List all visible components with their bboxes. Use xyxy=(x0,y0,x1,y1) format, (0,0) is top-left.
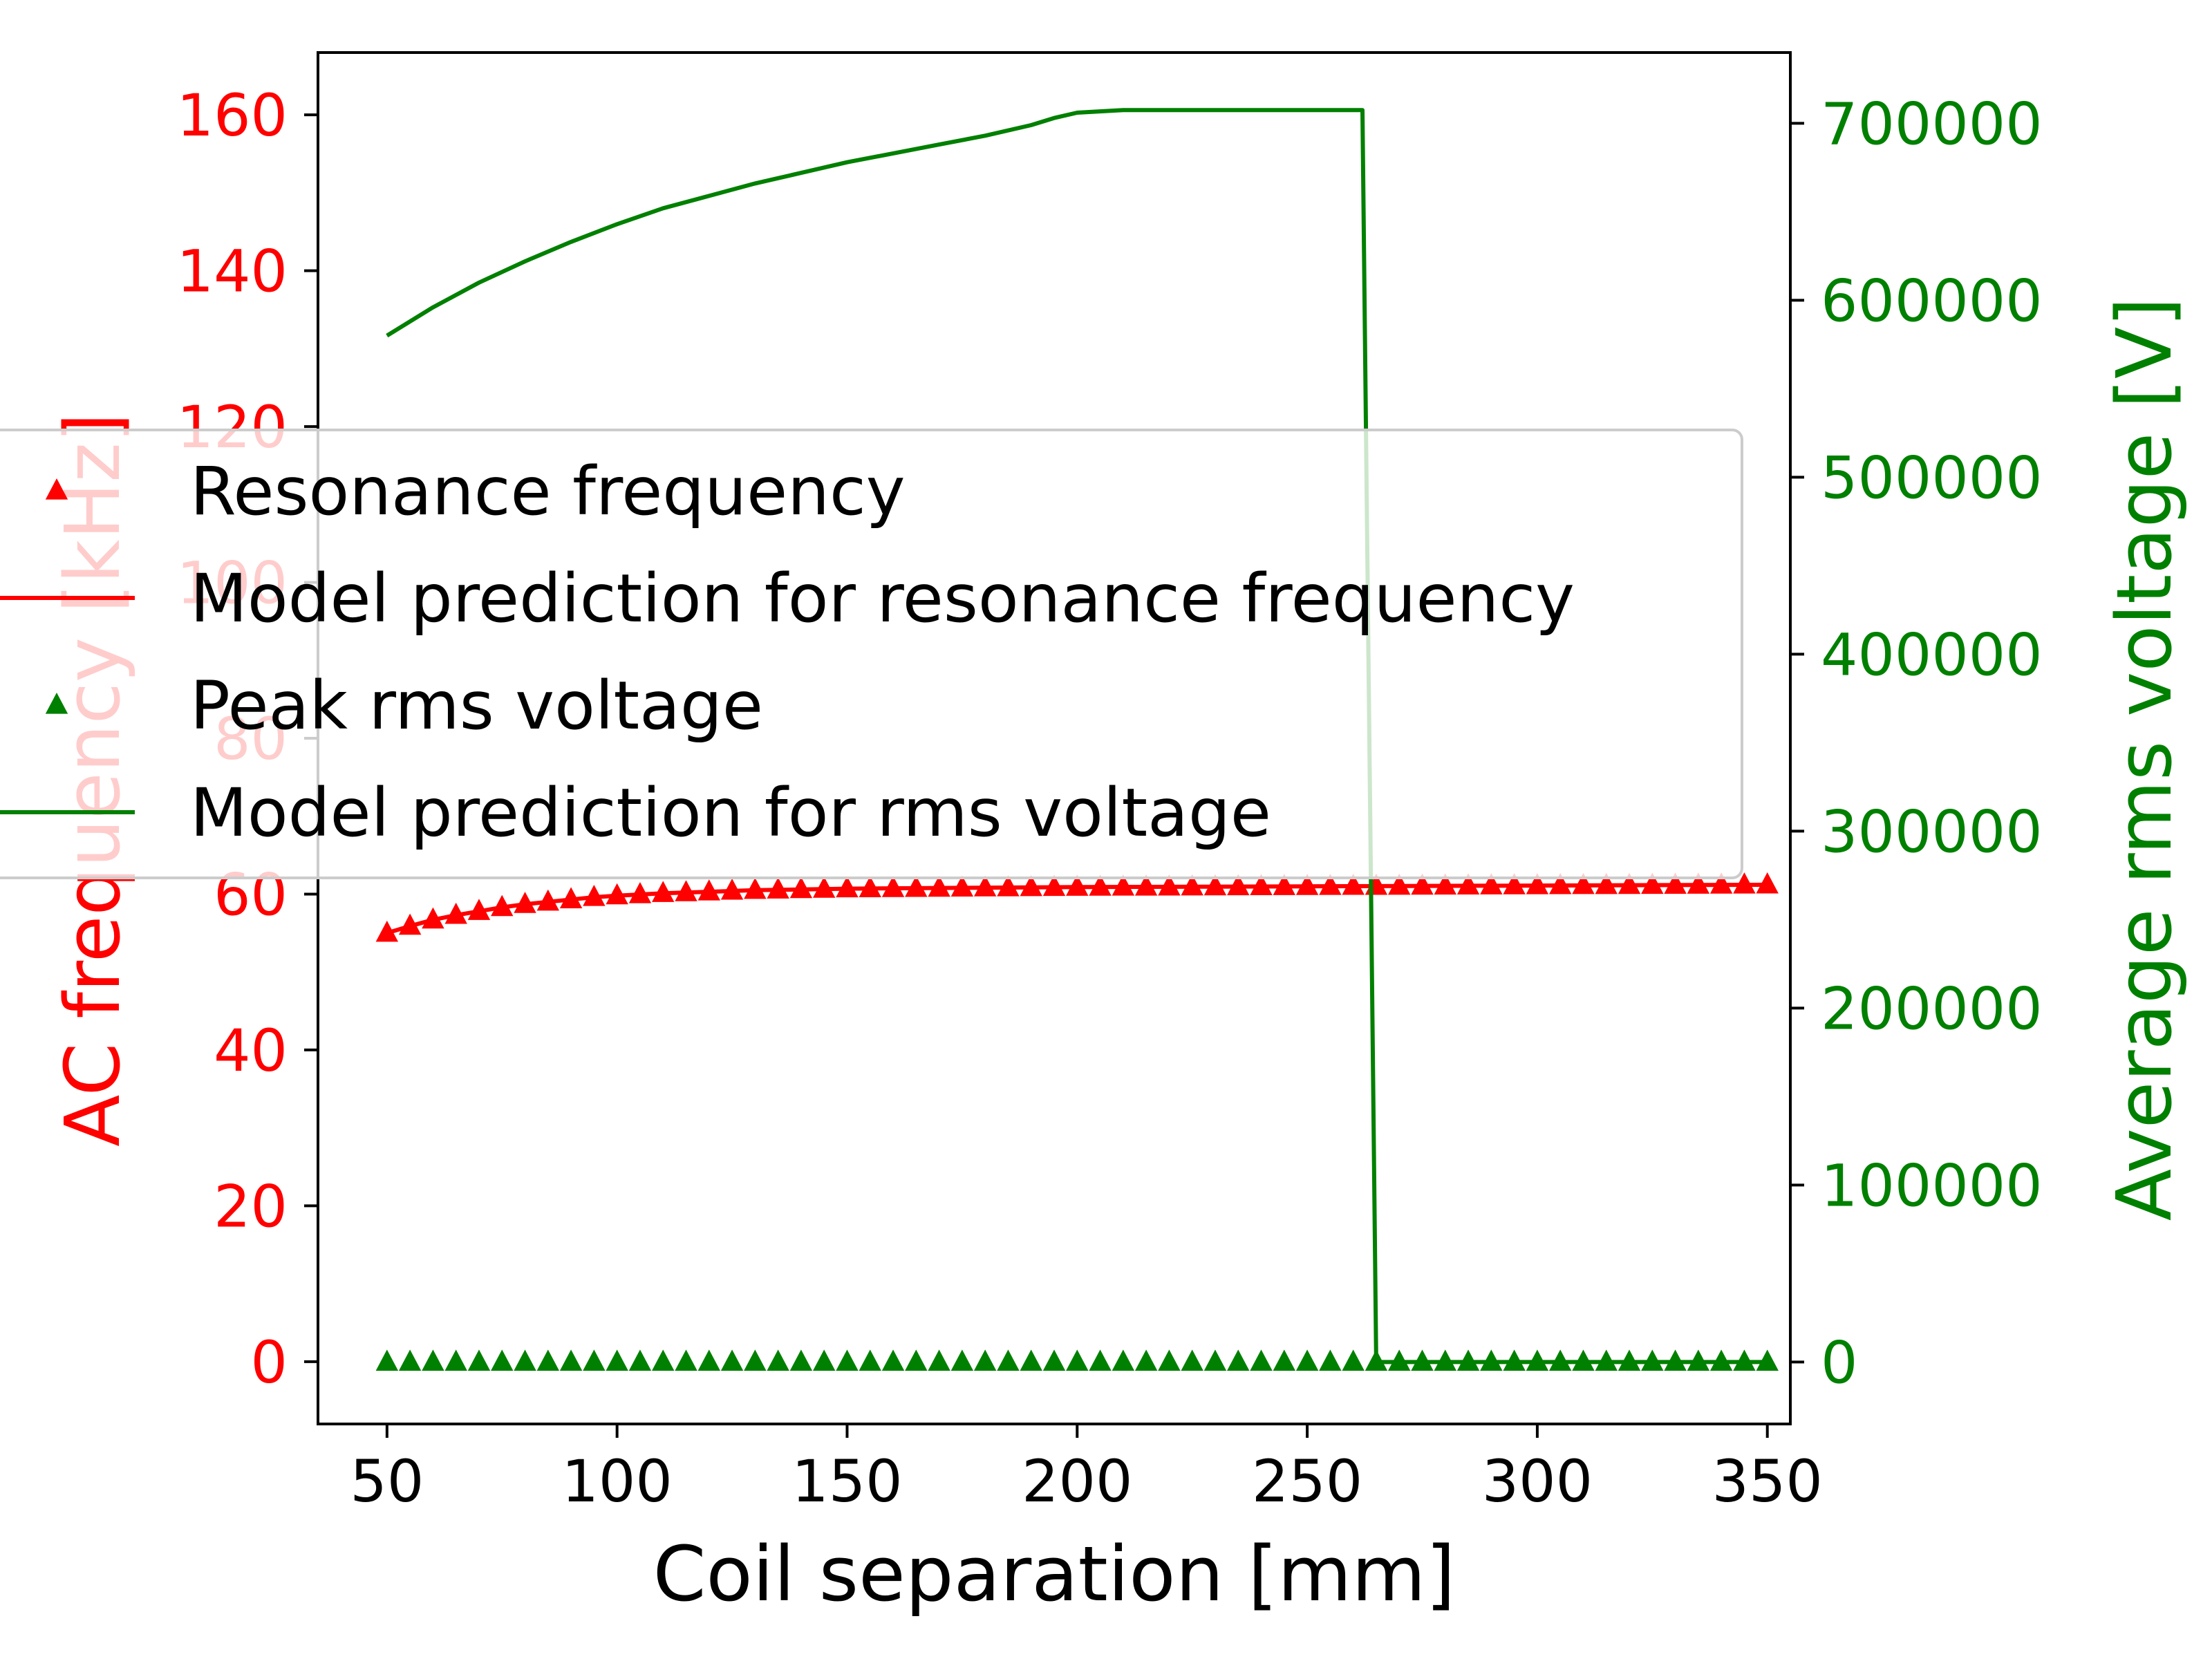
voltage-marker xyxy=(652,1349,675,1371)
legend-entry: Model prediction for resonance frequency xyxy=(0,560,1575,637)
voltage-marker xyxy=(1203,1349,1227,1371)
voltage-marker xyxy=(422,1349,444,1371)
voltage-marker xyxy=(1134,1349,1158,1371)
right-y-tick-label: 700000 xyxy=(1821,90,2043,158)
data-group xyxy=(375,108,1779,1371)
frequency-model-line xyxy=(386,882,1768,935)
left-y-tick-label: 0 xyxy=(251,1329,288,1396)
voltage-marker xyxy=(950,1349,974,1371)
voltage-marker xyxy=(905,1349,928,1371)
left-y-tick-label: 160 xyxy=(177,82,288,149)
legend-label: Resonance frequency xyxy=(190,453,906,530)
voltage-marker xyxy=(606,1349,628,1371)
right-y-tick-label: 500000 xyxy=(1821,444,2043,512)
voltage-marker xyxy=(559,1349,583,1371)
voltage-marker xyxy=(812,1349,836,1371)
voltage-marker xyxy=(1089,1349,1112,1371)
voltage-marker xyxy=(859,1349,881,1371)
x-axis-title: Coil separation [mm] xyxy=(653,1530,1456,1618)
voltage-marker xyxy=(836,1349,859,1371)
voltage-marker xyxy=(491,1349,514,1371)
right-y-axis-title: Average rms voltage [V] xyxy=(2100,297,2188,1221)
voltage-marker xyxy=(973,1349,997,1371)
right-y-tick-label: 200000 xyxy=(1821,975,2043,1042)
legend-entry: Model prediction for rms voltage xyxy=(0,774,1271,852)
voltage-marker xyxy=(1756,1349,1779,1371)
voltage-marker xyxy=(1020,1349,1042,1371)
voltage-marker xyxy=(536,1349,560,1371)
voltage-marker xyxy=(1250,1349,1273,1371)
x-tick-label: 50 xyxy=(350,1447,424,1515)
voltage-marker xyxy=(375,1349,399,1371)
voltage-marker xyxy=(720,1349,744,1371)
voltage-marker xyxy=(997,1349,1020,1371)
x-tick-label: 100 xyxy=(561,1447,672,1515)
frequency-marker xyxy=(1756,872,1779,894)
legend: Resonance frequency Model prediction for … xyxy=(0,429,1743,879)
voltage-marker xyxy=(697,1349,720,1371)
x-tick-label: 300 xyxy=(1482,1447,1593,1515)
x-tick-label: 350 xyxy=(1712,1447,1823,1515)
voltage-marker xyxy=(767,1349,789,1371)
voltage-marker xyxy=(1273,1349,1296,1371)
voltage-marker xyxy=(1295,1349,1319,1371)
voltage-marker xyxy=(583,1349,606,1371)
voltage-model-line xyxy=(386,108,1768,1365)
left-y-tick-label: 140 xyxy=(177,238,288,306)
voltage-marker xyxy=(1158,1349,1181,1371)
voltage-marker xyxy=(744,1349,767,1371)
legend-label: Model prediction for rms voltage xyxy=(190,774,1271,852)
right-y-tick-label: 600000 xyxy=(1821,267,2043,335)
voltage-marker xyxy=(1042,1349,1066,1371)
legend-box xyxy=(0,429,1743,879)
voltage-marker xyxy=(1112,1349,1135,1371)
voltage-marker xyxy=(1342,1349,1365,1371)
x-tick-label: 150 xyxy=(791,1447,902,1515)
voltage-marker xyxy=(1319,1349,1342,1371)
left-y-tick-label: 40 xyxy=(214,1017,288,1085)
voltage-marker xyxy=(675,1349,697,1371)
voltage-marker xyxy=(789,1349,813,1371)
voltage-marker xyxy=(1181,1349,1203,1371)
voltage-marker xyxy=(628,1349,652,1371)
x-tick-label: 250 xyxy=(1252,1447,1362,1515)
right-y-tick-label: 300000 xyxy=(1821,798,2043,865)
voltage-marker xyxy=(444,1349,467,1371)
voltage-marker xyxy=(467,1349,491,1371)
voltage-marker xyxy=(514,1349,536,1371)
plot-layer xyxy=(375,108,1779,1371)
legend-entry: Peak rms voltage xyxy=(45,667,763,744)
legend-marker-swatch xyxy=(45,693,68,714)
legend-entries: Resonance frequency Model prediction for … xyxy=(0,453,1575,852)
legend-label: Model prediction for resonance frequency xyxy=(190,560,1575,637)
legend-entry: Resonance frequency xyxy=(45,453,906,530)
x-tick-label: 200 xyxy=(1022,1447,1132,1515)
voltage-marker xyxy=(1066,1349,1089,1371)
legend-marker-swatch xyxy=(45,478,68,500)
voltage-marker xyxy=(398,1349,422,1371)
voltage-marker xyxy=(881,1349,905,1371)
legend-label: Peak rms voltage xyxy=(190,667,763,744)
right-y-tick-label: 0 xyxy=(1821,1329,1857,1396)
left-y-tick-label: 20 xyxy=(214,1172,288,1240)
right-y-tick-label: 100000 xyxy=(1821,1152,2043,1219)
right-y-tick-label: 400000 xyxy=(1821,621,2043,688)
voltage-marker xyxy=(928,1349,950,1371)
voltage-marker xyxy=(1227,1349,1250,1371)
